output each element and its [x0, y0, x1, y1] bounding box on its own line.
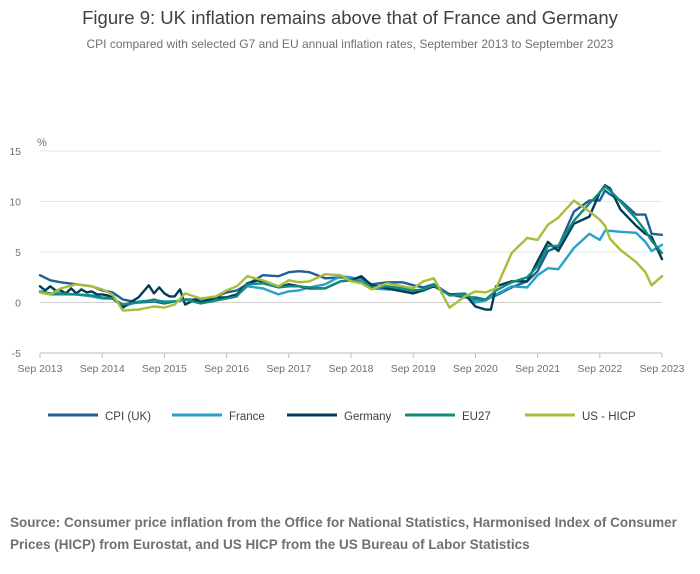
y-axis-label: %: [37, 137, 47, 149]
x-tick-label: Sep 2021: [515, 363, 560, 375]
y-tick-label: 10: [9, 197, 21, 209]
series-line-us-hicp: [38, 199, 664, 312]
y-tick-label: -5: [12, 348, 21, 360]
legend-label-france: France: [229, 411, 265, 423]
chart-title: Figure 9: UK inflation remains above tha…: [82, 7, 618, 28]
y-tick-label: 5: [15, 247, 21, 259]
series-line-france: [38, 229, 664, 308]
y-tick-label: 0: [15, 298, 21, 310]
x-tick-label: Sep 2023: [640, 363, 685, 375]
legend-label-germany: Germany: [344, 411, 392, 423]
chart-subtitle: CPI compared with selected G7 and EU ann…: [86, 37, 614, 51]
x-tick-label: Sep 2017: [266, 363, 311, 375]
x-tick-label: Sep 2015: [142, 363, 187, 375]
y-tick-label: 15: [9, 146, 21, 158]
legend-label-eu27: EU27: [462, 411, 491, 423]
x-tick-label: Sep 2019: [391, 363, 436, 375]
x-tick-label: Sep 2020: [453, 363, 498, 375]
x-tick-label: Sep 2016: [204, 363, 249, 375]
source-note: Source: Consumer price inflation from th…: [10, 515, 677, 552]
x-tick-label: Sep 2022: [577, 363, 622, 375]
x-tick-label: Sep 2014: [80, 363, 125, 375]
legend-label-us-hicp: US - HICP: [582, 411, 636, 423]
series-line-eu27: [38, 185, 664, 306]
legend-label-cpi-uk-: CPI (UK): [105, 411, 151, 423]
series-line-germany: [38, 184, 664, 311]
x-tick-label: Sep 2018: [329, 363, 374, 375]
x-tick-label: Sep 2013: [18, 363, 63, 375]
